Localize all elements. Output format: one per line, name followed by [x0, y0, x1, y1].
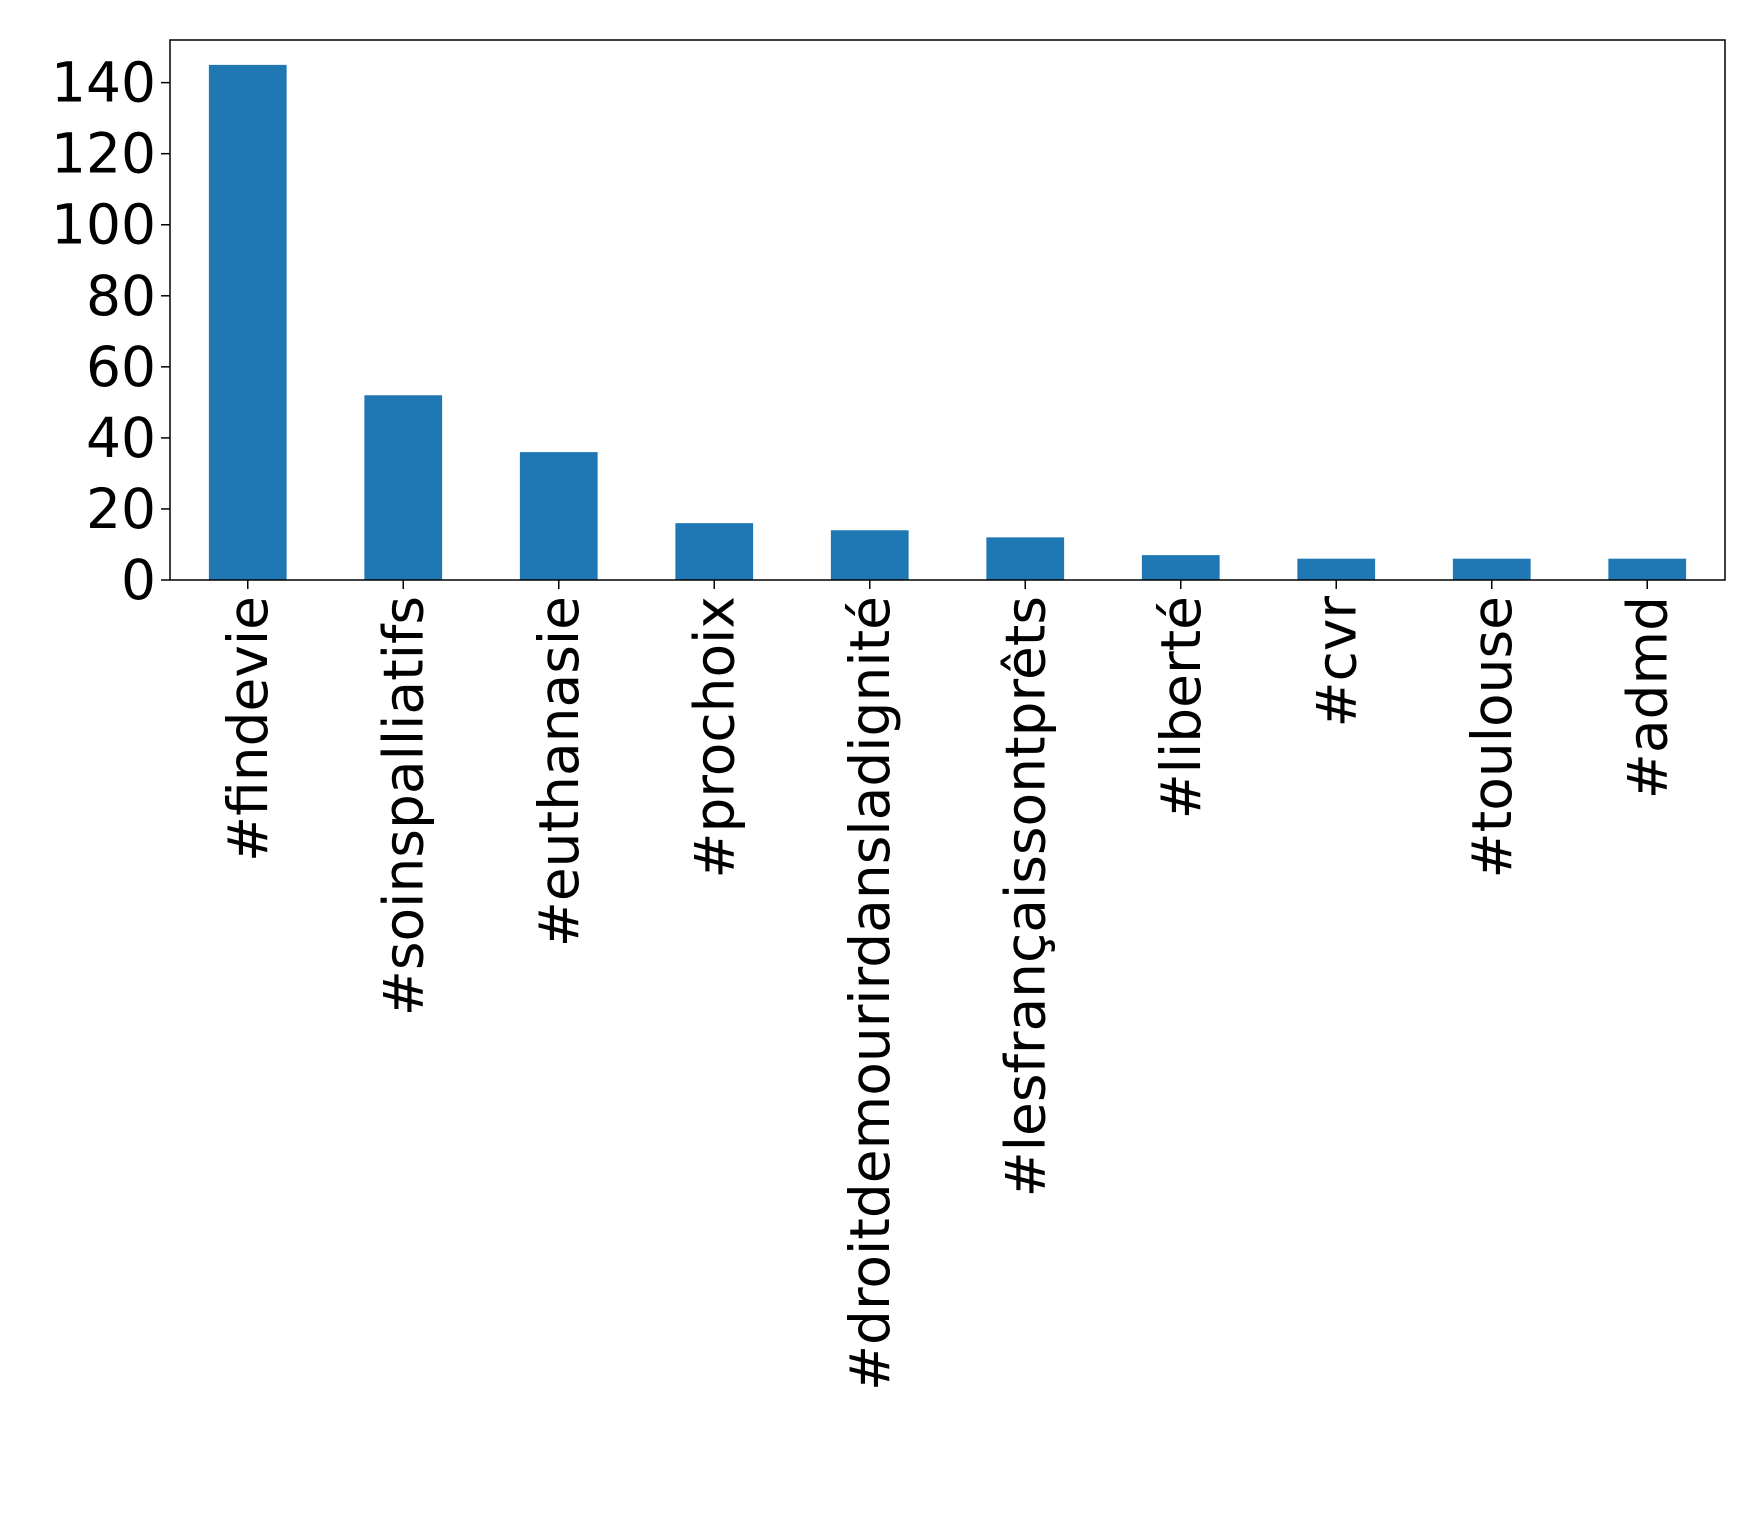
- x-tick-label-3: #prochoix: [682, 596, 746, 879]
- y-axis: 0 20 40 60 80 100 120 140: [51, 51, 170, 612]
- y-tick-label-4: 80: [86, 264, 156, 328]
- x-tick-label-2: #euthanasie: [527, 596, 591, 947]
- bar-3: [675, 523, 754, 580]
- x-tick-label-4: #droitdemourirdansladignité: [838, 596, 902, 1391]
- x-tick-label-6: #liberté: [1149, 596, 1213, 819]
- bar-6: [1141, 555, 1220, 580]
- bar-9: [1608, 558, 1687, 580]
- x-tick-label-1: #soinspalliatifs: [371, 596, 435, 1016]
- x-tick-label-9: #admd: [1615, 596, 1679, 799]
- y-tick-label-7: 140: [51, 51, 156, 115]
- y-tick-label-0: 0: [121, 548, 156, 612]
- y-tick-label-3: 60: [86, 335, 156, 399]
- y-tick-label-1: 20: [86, 477, 156, 541]
- bar-4: [830, 530, 909, 580]
- bar-5: [986, 537, 1065, 580]
- bar-2: [519, 452, 598, 580]
- plot-frame: [169, 39, 1726, 581]
- bar-8: [1452, 558, 1531, 580]
- y-tick-label-5: 100: [51, 193, 156, 257]
- x-tick-label-0: #findevie: [216, 596, 280, 862]
- x-tick-label-7: #cvr: [1304, 596, 1368, 728]
- y-tick-label-2: 40: [86, 406, 156, 470]
- bars-group: [208, 64, 1687, 581]
- bar-7: [1297, 558, 1376, 580]
- y-tick-label-6: 120: [51, 122, 156, 186]
- bar-1: [364, 395, 443, 580]
- x-axis: #findevie #soinspalliatifs #euthanasie #pro…: [216, 580, 1679, 1391]
- x-tick-label-5: #lesfrançaissontprêts: [993, 596, 1057, 1197]
- bar-0: [208, 64, 287, 581]
- x-tick-label-8: #toulouse: [1460, 596, 1524, 878]
